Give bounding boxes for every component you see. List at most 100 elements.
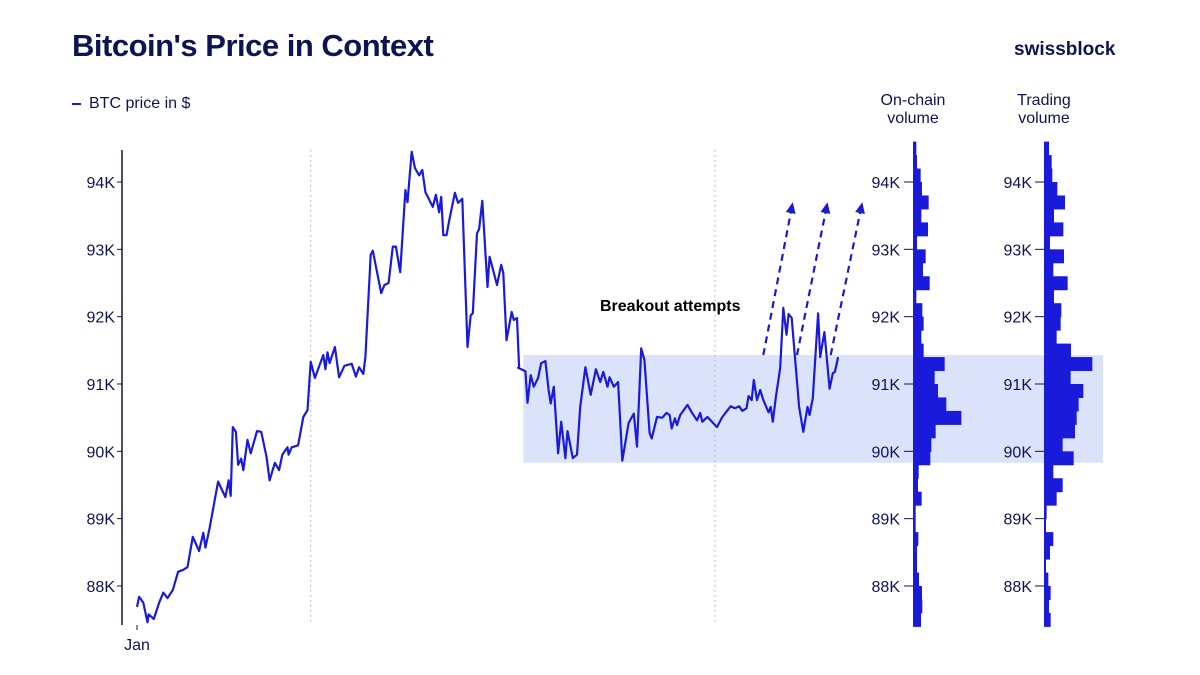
y-tick-label: 91K [87,377,116,394]
trading-volume-bar [1044,437,1063,452]
volume-y-tick-label: 89K [872,512,901,529]
trading-volume-bar [1044,316,1061,331]
breakout-arrow [762,201,794,356]
onchain-volume-bar [913,330,922,345]
brand-logo: swissblock [1014,39,1116,60]
onchain-volume-bar [913,532,919,547]
onchain-volume-bar [913,491,922,506]
trading-volume-bar [1044,141,1049,156]
onchain-volume-bar [913,303,923,318]
y-tick-label: 90K [87,444,116,461]
onchain-volume-bar [913,289,917,304]
volume-y-tick-label: 92K [872,310,901,327]
volume-y-tick-label: 91K [872,377,901,394]
breakout-arrow [829,201,864,356]
onchain-volume-bar [913,478,918,493]
arrow-head-icon [820,202,831,214]
volume-y-tick-label: 91K [1004,377,1033,394]
onchain-volume-bar [913,370,935,385]
onchain-volume-bar [913,235,917,250]
trading-volume-bar [1044,585,1051,600]
trading-volume-bar [1044,505,1047,520]
onchain-header-line1: On-chain [880,92,946,109]
onchain-volume-bar [913,208,922,223]
onchain-volume-bar [913,222,928,237]
trading-volume-bar [1044,357,1093,372]
trading-volume-header: Trading volume [989,92,1099,128]
arrow-head-icon [785,202,796,214]
legend-line-swatch [72,103,81,105]
onchain-volume-bar [913,262,923,277]
onchain-volume-bar [913,343,924,358]
onchain-volume-bar [913,182,922,196]
trading-volume-bar [1044,491,1057,506]
trading-volume-bar [1044,182,1058,196]
onchain-volume-bar [913,397,947,412]
trading-volume-bar [1044,599,1049,614]
onchain-volume-bar [913,612,921,627]
trading-volume-bar [1044,410,1077,425]
btc-price-line [135,150,840,624]
y-tick-label: 93K [87,242,116,259]
onchain-volume-bar [913,410,962,425]
trading-volume-bar [1044,262,1054,277]
onchain-volume-bar [913,599,923,614]
onchain-volume-bar [913,249,926,264]
onchain-volume-bar [913,505,916,520]
volume-y-tick-label: 90K [872,444,901,461]
trading-volume-bar [1044,235,1050,250]
onchain-volume-bar [913,424,936,439]
chart-title: Bitcoin's Price in Context [72,28,434,63]
breakout-arrow [795,201,829,356]
onchain-volume-bar [913,155,917,170]
trading-volume-bar [1044,276,1068,291]
trading-volume-bar [1044,208,1054,223]
volume-y-tick-label: 92K [1004,310,1033,327]
onchain-volume-bar [913,141,917,156]
trading-volume-bar [1044,559,1046,574]
trading-volume-bar [1044,289,1054,304]
y-tick-label: 92K [87,310,116,327]
trading-volume-bar [1044,532,1054,547]
trading-volume-bar [1044,451,1074,466]
onchain-volume-bar [913,168,921,183]
trading-volume-bar [1044,195,1065,210]
y-tick-label: 88K [87,579,116,596]
onchain-volume-bar [913,585,922,600]
onchain-volume-bar [913,464,919,479]
volume-y-tick-label: 93K [1004,242,1033,259]
volume-y-tick-label: 88K [872,579,901,596]
onchain-volume-bar [913,357,945,372]
trading-volume-bar [1044,572,1049,587]
legend-label: BTC price in $ [89,95,191,112]
onchain-volume-bar [913,545,917,560]
trading-volume-bar [1044,397,1079,412]
trading-volume-bar [1044,612,1051,627]
trading-volume-bar [1044,478,1063,493]
onchain-volume-bar [913,572,919,587]
onchain-volume-bar [913,437,932,452]
trading-volume-bar [1044,249,1064,264]
trading-volume-bar [1044,222,1064,237]
volume-y-tick-label: 93K [872,242,901,259]
volume-y-tick-label: 94K [872,175,901,192]
trading-volume-bar [1044,464,1054,479]
y-tick-label: 94K [87,175,116,192]
onchain-volume-header: On-chain volume [858,92,968,128]
volume-y-tick-label: 94K [1004,175,1033,192]
onchain-volume-bar [913,518,916,533]
onchain-header-line2: volume [887,110,939,127]
trading-volume-bar [1044,155,1052,170]
trading-volume-bar [1044,303,1062,318]
volume-y-tick-label: 90K [1004,444,1033,461]
onchain-volume-bar [913,383,938,398]
trading-volume-bar [1044,168,1053,183]
trading-header-line2: volume [1018,110,1070,127]
volume-y-tick-label: 89K [1004,512,1033,529]
trading-volume-bar [1044,518,1046,533]
arrow-head-icon [855,202,865,214]
trading-volume-bar [1044,383,1084,398]
trading-volume-bar [1044,424,1075,439]
onchain-volume-bar [913,276,930,291]
